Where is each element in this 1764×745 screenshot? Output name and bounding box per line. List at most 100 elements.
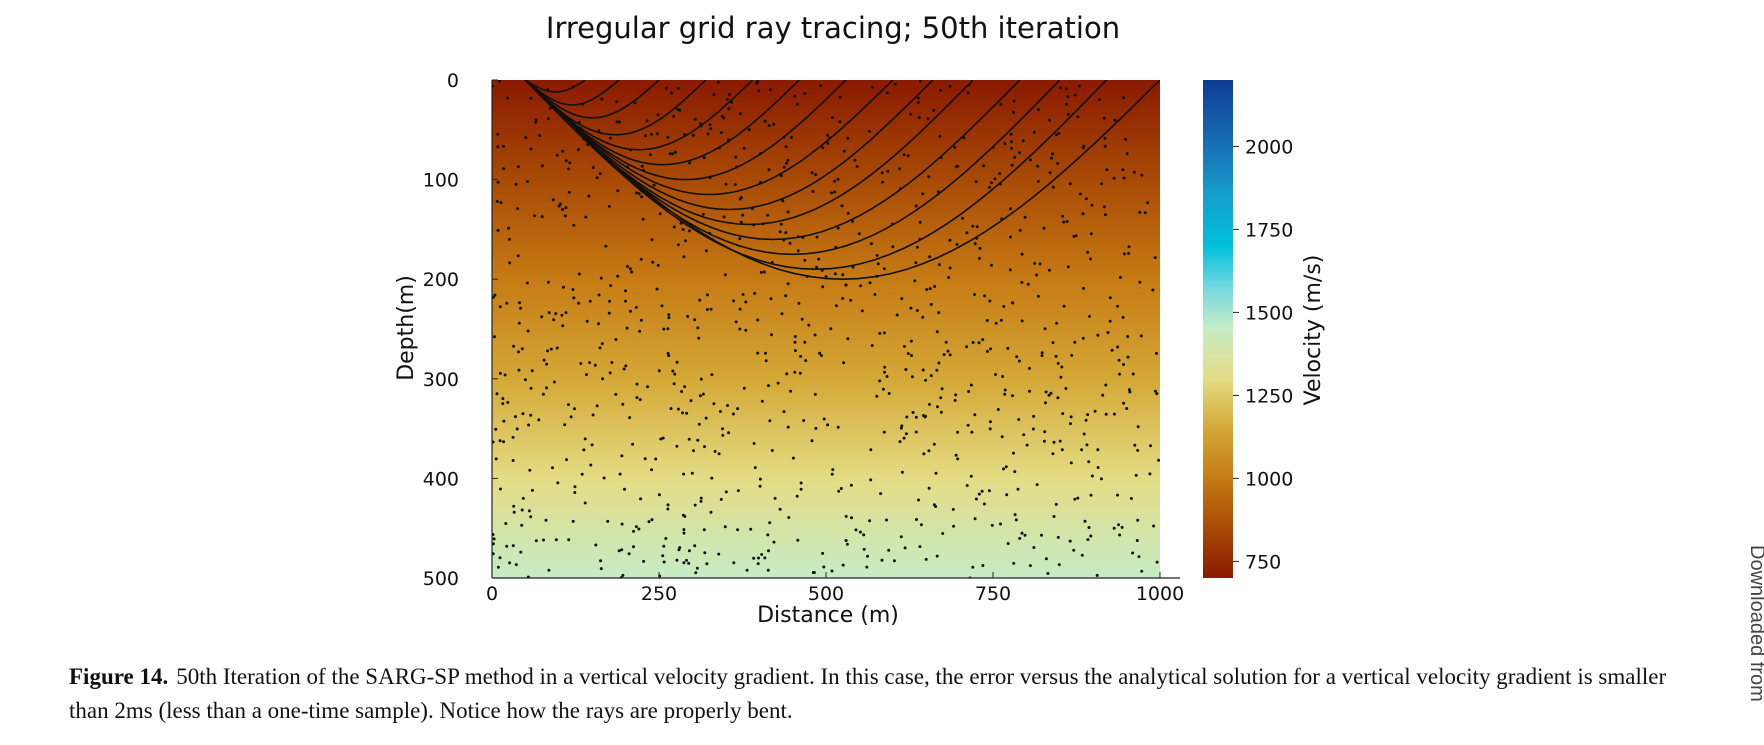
grid-node — [529, 96, 533, 100]
grid-node — [676, 407, 680, 411]
grid-node — [492, 552, 495, 556]
grid-node — [1020, 252, 1024, 256]
grid-node — [548, 106, 552, 110]
grid-node — [1073, 340, 1077, 344]
grid-node — [804, 359, 808, 363]
grid-node — [973, 517, 977, 521]
grid-node — [666, 351, 670, 355]
grid-node — [822, 565, 826, 569]
grid-node — [722, 215, 726, 219]
grid-node — [701, 392, 705, 396]
grid-node — [1073, 93, 1077, 97]
grid-node — [851, 219, 854, 223]
grid-node — [981, 338, 985, 342]
grid-node — [813, 333, 817, 337]
grid-node — [567, 538, 571, 542]
grid-node — [854, 528, 858, 532]
grid-node — [563, 214, 567, 218]
grid-node — [752, 556, 756, 560]
grid-node — [508, 261, 512, 265]
grid-node — [496, 228, 500, 232]
grid-node — [941, 532, 945, 535]
grid-node — [876, 262, 880, 266]
grid-node — [977, 341, 981, 345]
grid-node — [608, 299, 611, 303]
grid-node — [1103, 213, 1107, 217]
grid-node — [705, 308, 709, 311]
grid-node — [494, 427, 498, 431]
grid-node — [643, 457, 647, 461]
grid-node — [1002, 467, 1005, 471]
grid-node — [641, 217, 645, 221]
grid-node — [593, 363, 597, 367]
grid-node — [829, 327, 833, 331]
grid-node — [752, 442, 756, 445]
grid-node — [676, 243, 680, 247]
grid-node — [869, 242, 873, 246]
grid-node — [1040, 351, 1044, 355]
side-watermark: Downloaded from — [1740, 545, 1764, 745]
grid-node — [628, 416, 632, 420]
grid-node — [1088, 314, 1092, 318]
grid-node — [734, 320, 738, 324]
grid-node — [882, 331, 886, 335]
grid-node — [983, 294, 986, 298]
grid-node — [600, 97, 604, 101]
chart-title: Irregular grid ray tracing; 50th iterati… — [546, 11, 1120, 45]
grid-node — [526, 329, 530, 333]
grid-node — [512, 344, 516, 348]
grid-node — [546, 117, 550, 121]
grid-node — [717, 552, 721, 556]
grid-node — [583, 437, 587, 441]
grid-node — [622, 367, 626, 371]
grid-node — [904, 368, 908, 371]
grid-node — [736, 489, 740, 493]
grid-node — [546, 280, 550, 284]
grid-node — [640, 195, 644, 199]
y-axis-ticks: 0 100 200 300 400 500 — [423, 70, 498, 590]
ray-paths — [524, 80, 1160, 281]
grid-node — [875, 253, 879, 257]
grid-node — [520, 508, 524, 512]
grid-node — [577, 272, 581, 276]
grid-node — [753, 291, 757, 295]
ray-path — [524, 80, 620, 106]
grid-node — [661, 554, 665, 558]
grid-node — [702, 156, 706, 160]
grid-node — [873, 293, 877, 296]
grid-node — [1026, 282, 1030, 286]
grid-node — [513, 415, 517, 419]
grid-node — [583, 501, 587, 505]
grid-node — [914, 261, 918, 265]
grid-node — [1103, 144, 1107, 148]
grid-node — [909, 112, 913, 116]
grid-node — [815, 265, 819, 269]
grid-node — [767, 168, 771, 172]
grid-node — [1151, 288, 1155, 292]
grid-node — [766, 533, 770, 537]
grid-node — [1033, 261, 1037, 265]
grid-node — [639, 318, 643, 322]
grid-node — [812, 571, 816, 574]
grid-node — [1108, 296, 1112, 300]
grid-node — [493, 293, 497, 297]
grid-node — [937, 361, 941, 365]
grid-node — [1055, 133, 1058, 137]
grid-node — [675, 444, 679, 448]
grid-node — [1155, 351, 1158, 355]
grid-node — [719, 497, 723, 501]
grid-node — [1128, 390, 1132, 394]
grid-node — [967, 390, 971, 393]
grid-node — [614, 392, 618, 396]
grid-node — [803, 340, 807, 344]
grid-node — [591, 413, 595, 417]
grid-node — [551, 198, 555, 202]
grid-node — [1057, 563, 1061, 567]
grid-node — [571, 288, 575, 291]
grid-node — [549, 347, 553, 351]
grid-node — [1116, 304, 1120, 308]
grid-node — [982, 502, 986, 506]
grid-node — [635, 191, 638, 195]
grid-node — [736, 407, 740, 411]
grid-node — [520, 347, 524, 351]
